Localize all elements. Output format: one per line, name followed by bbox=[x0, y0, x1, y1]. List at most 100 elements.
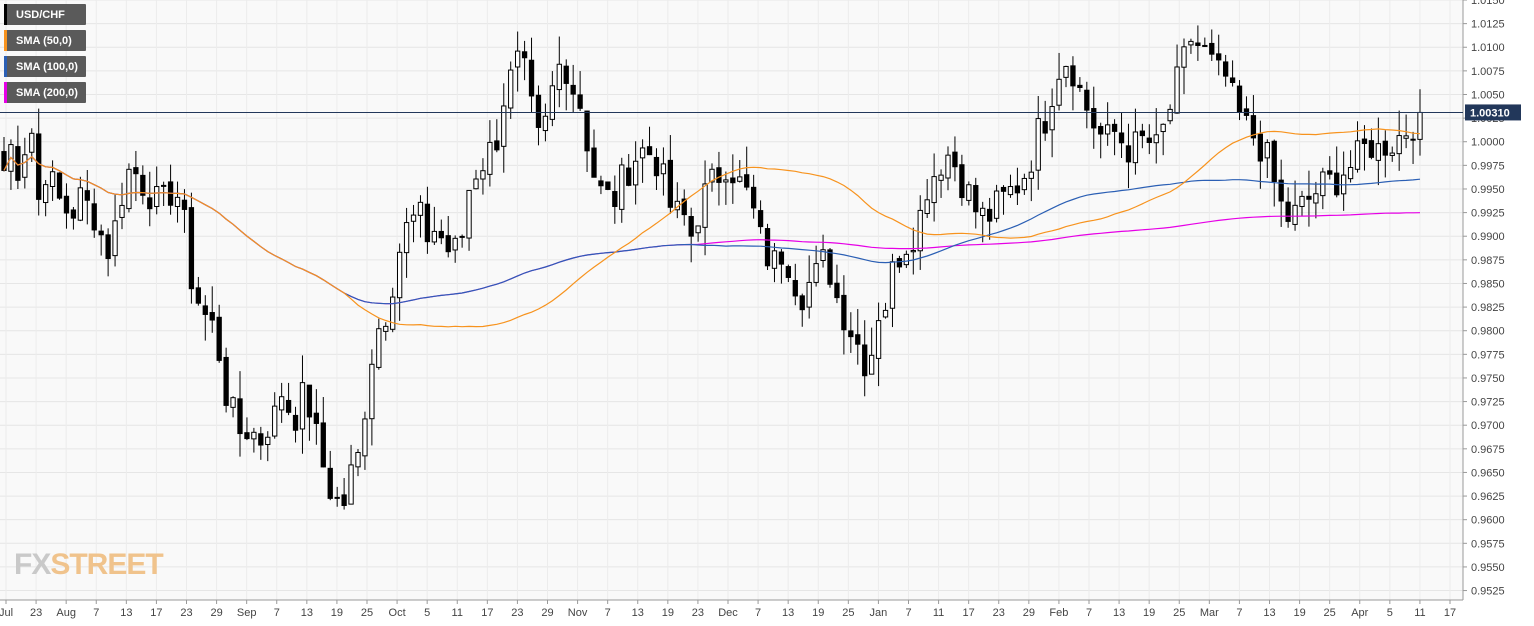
candle-body bbox=[396, 251, 403, 299]
candle-body bbox=[952, 151, 958, 168]
candle-body bbox=[209, 312, 215, 321]
candle-body bbox=[327, 467, 333, 499]
candle-body bbox=[855, 334, 861, 345]
candle-body bbox=[466, 189, 472, 239]
y-tick-label: 1.0000 bbox=[1471, 137, 1505, 149]
candle-body bbox=[514, 50, 521, 68]
candle-body bbox=[785, 266, 792, 278]
x-tick-label: Sep bbox=[237, 607, 257, 619]
candle-body bbox=[688, 216, 694, 237]
candle-body bbox=[605, 181, 611, 190]
legend-item-sma100[interactable]: SMA (100,0) bbox=[4, 56, 86, 77]
y-tick-label: 1.0125 bbox=[1471, 19, 1505, 31]
candle-body bbox=[716, 167, 722, 183]
candle-body bbox=[91, 203, 97, 231]
y-tick-label: 0.9900 bbox=[1471, 231, 1505, 243]
candle-body bbox=[508, 69, 514, 109]
candle-body bbox=[320, 422, 326, 468]
candle-body bbox=[36, 133, 42, 200]
candle-body bbox=[598, 180, 604, 187]
legend-item-sma50[interactable]: SMA (50,0) bbox=[4, 30, 86, 51]
candle-body bbox=[1125, 145, 1132, 163]
x-tick-label: Jul bbox=[0, 607, 13, 619]
candle-body bbox=[744, 174, 750, 188]
y-tick-label: 0.9725 bbox=[1471, 397, 1505, 409]
candle-body bbox=[42, 184, 49, 204]
y-tick-label: 0.9875 bbox=[1471, 255, 1505, 267]
candle-body bbox=[1299, 195, 1305, 207]
candle-body bbox=[667, 159, 674, 208]
y-tick-label: 0.9550 bbox=[1471, 562, 1505, 574]
x-tick-label: 19 bbox=[812, 607, 824, 619]
candle-body bbox=[681, 198, 687, 216]
candle-body bbox=[639, 147, 646, 159]
candle-body bbox=[980, 207, 986, 217]
x-tick-label: 17 bbox=[963, 607, 975, 619]
candle-body bbox=[29, 132, 35, 153]
x-tick-label: 5 bbox=[1387, 607, 1393, 619]
candle-body bbox=[1396, 135, 1402, 155]
legend-label-sma50: SMA (50,0) bbox=[16, 34, 72, 47]
x-axis: Jul 23 Aug 7 13 17 23 29 Sep 7 13 19 25 Oct 5 11 17 23 29 N… bbox=[0, 600, 1456, 619]
current-price-badge bbox=[1465, 104, 1521, 121]
candle-body bbox=[355, 451, 361, 468]
candle-body bbox=[1368, 140, 1375, 158]
candle-body bbox=[750, 186, 757, 209]
x-tick-label: 7 bbox=[1236, 607, 1242, 619]
x-tick-label: 23 bbox=[511, 607, 523, 619]
candle-body bbox=[244, 432, 250, 440]
candle-body bbox=[438, 230, 444, 239]
x-tick-label: 29 bbox=[210, 607, 222, 619]
legend-label-usdchf: USD/CHF bbox=[16, 8, 65, 21]
candle-body bbox=[112, 220, 118, 257]
candle-body bbox=[528, 59, 535, 97]
candle-body bbox=[966, 184, 972, 201]
candle-body bbox=[771, 250, 778, 269]
candle-body bbox=[452, 237, 458, 251]
x-tick-label: 29 bbox=[1023, 607, 1035, 619]
y-tick-label: 1.0150 bbox=[1471, 0, 1505, 7]
legend: USD/CHF SMA (50,0) SMA (100,0) SMA (200,… bbox=[4, 4, 86, 108]
candle-body bbox=[1146, 137, 1152, 143]
candle-body bbox=[1042, 121, 1048, 134]
candle-body bbox=[1361, 138, 1368, 145]
candle-body bbox=[1410, 138, 1416, 141]
candle-body bbox=[973, 185, 979, 213]
candle-body bbox=[813, 263, 819, 283]
candle-body bbox=[619, 164, 625, 210]
candle-body bbox=[556, 63, 562, 91]
candle-body bbox=[348, 464, 354, 505]
x-tick-label: 19 bbox=[331, 607, 343, 619]
candle-body bbox=[1188, 40, 1194, 46]
candle-body bbox=[1132, 131, 1139, 164]
candle-body bbox=[1354, 140, 1361, 170]
candle-body bbox=[986, 208, 993, 222]
candle-body bbox=[417, 201, 424, 216]
candle-body bbox=[626, 167, 632, 186]
sma-50-line bbox=[3, 128, 1421, 328]
candle-body bbox=[1264, 142, 1270, 159]
candle-body bbox=[237, 398, 243, 435]
candle-body bbox=[230, 397, 236, 408]
candle-body bbox=[292, 414, 299, 431]
candle-body bbox=[535, 94, 542, 128]
legend-item-sma200[interactable]: SMA (200,0) bbox=[4, 82, 86, 103]
candle-body bbox=[1, 151, 7, 171]
legend-item-usdchf[interactable]: USD/CHF bbox=[4, 4, 86, 25]
candle-body bbox=[272, 405, 278, 437]
candle-body bbox=[1014, 185, 1021, 194]
x-tick-label: 7 bbox=[274, 607, 280, 619]
candle-body bbox=[862, 344, 868, 377]
candle-body bbox=[868, 354, 875, 375]
legend-label-sma100: SMA (100,0) bbox=[16, 60, 78, 73]
x-tick-label: 7 bbox=[755, 607, 761, 619]
candle-body bbox=[695, 225, 701, 234]
candle-body bbox=[313, 412, 320, 424]
y-axis-background bbox=[1463, 0, 1534, 626]
candle-body bbox=[383, 325, 389, 332]
candle-body bbox=[501, 105, 507, 147]
candle-body bbox=[889, 261, 896, 309]
x-tick-label: 13 bbox=[1113, 607, 1125, 619]
candle-body bbox=[709, 168, 715, 183]
